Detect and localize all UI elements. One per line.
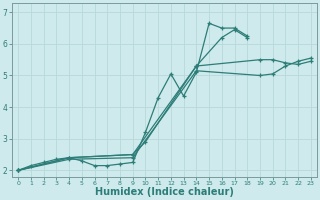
X-axis label: Humidex (Indice chaleur): Humidex (Indice chaleur) <box>95 187 234 197</box>
